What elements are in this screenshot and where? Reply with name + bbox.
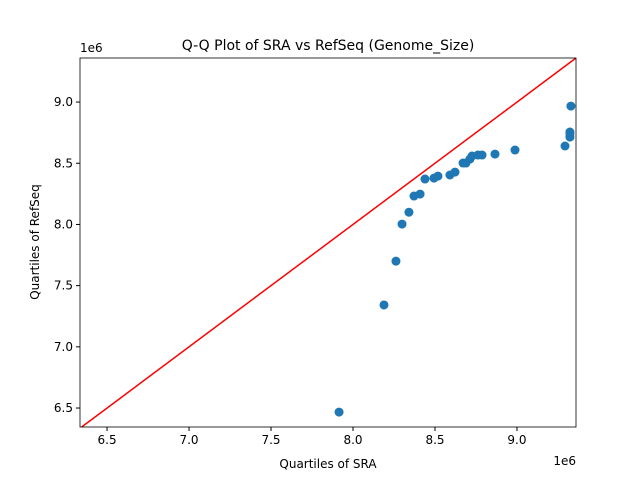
x-tick-label: 6.5: [98, 433, 117, 447]
data-point: [415, 189, 425, 199]
data-point: [404, 207, 414, 217]
x-axis-label: Quartiles of SRA: [279, 457, 377, 471]
data-point: [334, 407, 344, 417]
data-point: [510, 145, 520, 155]
y-axis-label: Quartiles of RefSeq: [28, 184, 42, 300]
data-point: [420, 174, 430, 184]
x-tick-label: 8.0: [343, 433, 362, 447]
data-point: [391, 256, 401, 266]
data-point: [566, 101, 576, 111]
x-tick-label: 9.0: [507, 433, 526, 447]
data-point: [565, 127, 575, 137]
y-tick-label: 8.5: [54, 156, 73, 170]
chart-title: Q-Q Plot of SRA vs RefSeq (Genome_Size): [182, 38, 475, 54]
y-tick-label: 8.0: [54, 217, 73, 231]
y-tick-label: 9.0: [54, 95, 73, 109]
data-point: [490, 149, 500, 159]
data-point: [379, 300, 389, 310]
y-tick-label: 7.5: [54, 279, 73, 293]
data-point: [560, 141, 570, 151]
data-point: [433, 171, 443, 181]
y-offset-label: 1e6: [80, 41, 103, 55]
data-point: [450, 167, 460, 177]
reference-line: [81, 57, 577, 428]
x-tick-label: 7.0: [179, 433, 198, 447]
data-point: [477, 150, 487, 160]
data-point: [397, 219, 407, 229]
y-tick-label: 7.0: [54, 340, 73, 354]
plot-frame: [79, 57, 577, 428]
y-tick-label: 6.5: [54, 401, 73, 415]
x-tick-label: 8.5: [425, 433, 444, 447]
x-tick-label: 7.5: [261, 433, 280, 447]
x-offset-label: 1e6: [553, 454, 576, 468]
